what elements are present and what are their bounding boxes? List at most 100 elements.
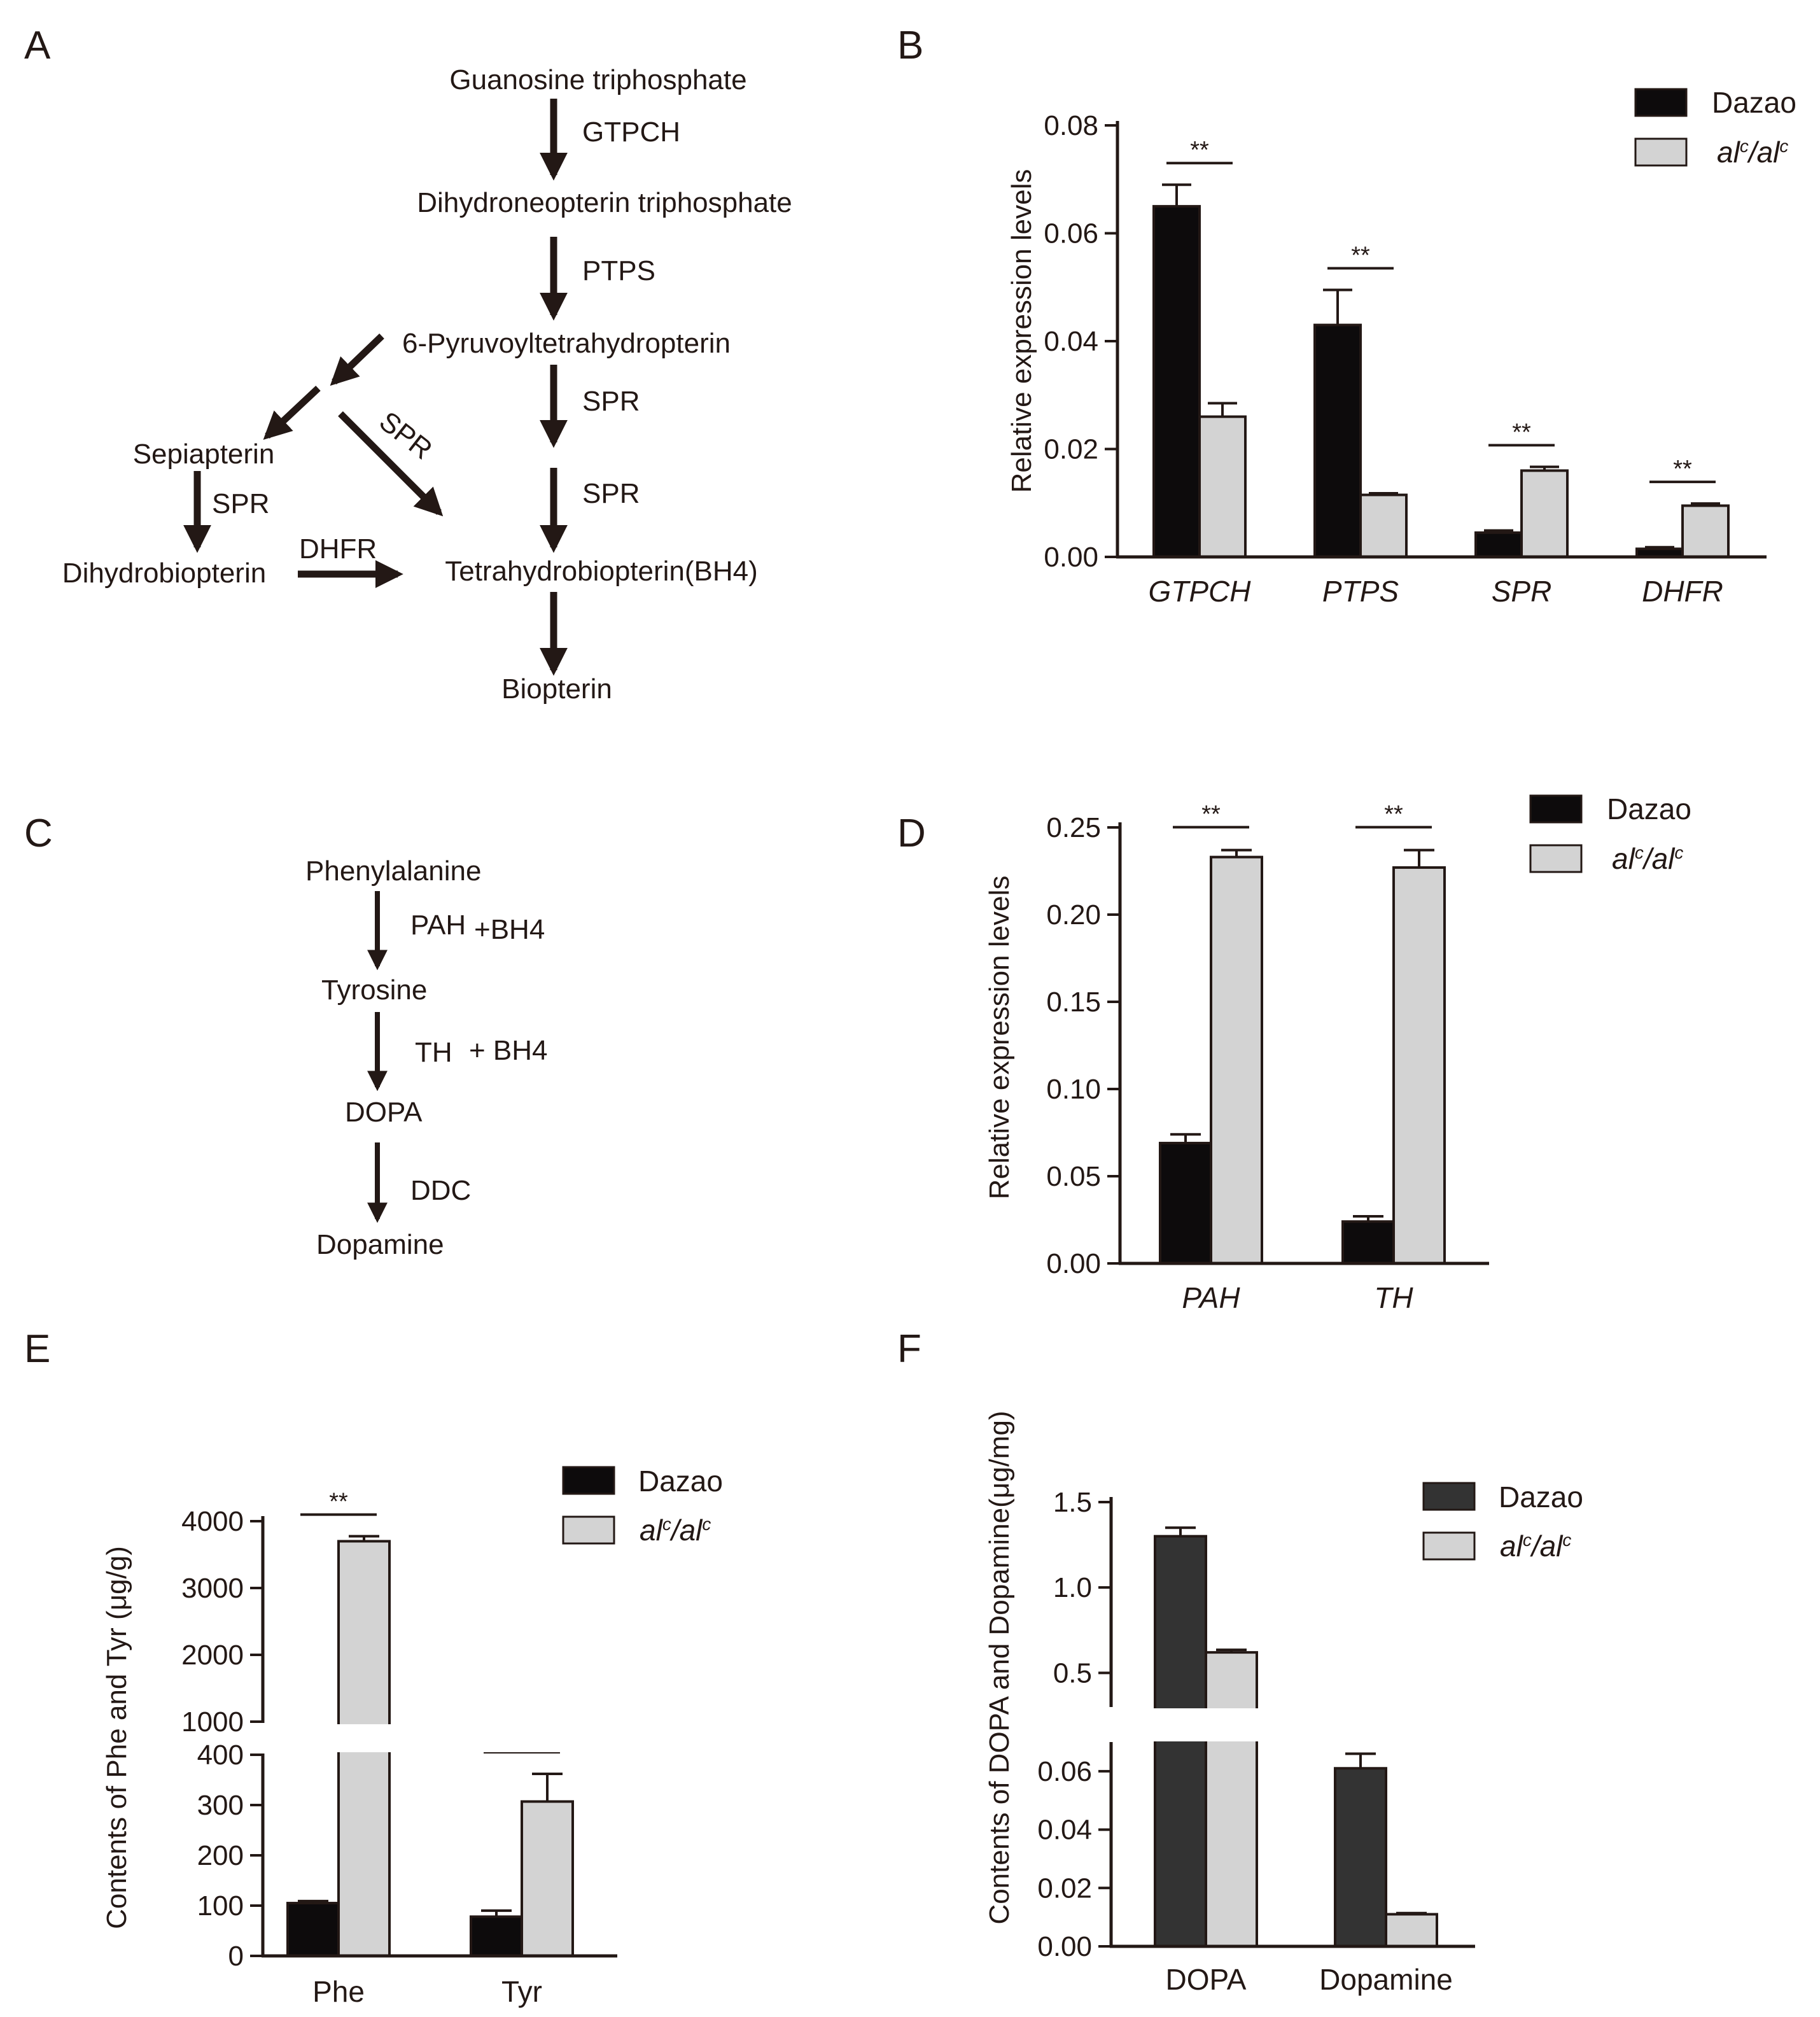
compound-dopa: DOPA bbox=[345, 1097, 423, 1128]
enzyme-spr-1: SPR bbox=[582, 386, 640, 417]
cofactor-bh4-1: +BH4 bbox=[474, 914, 545, 945]
e-bar-phe-dazao bbox=[286, 1902, 340, 1958]
legend-f-mutant-label: alc/alc bbox=[1500, 1529, 1571, 1563]
legend-b-dazao-swatch bbox=[1634, 88, 1688, 117]
b-ytick-label-0: 0.00 bbox=[1044, 542, 1098, 573]
compound-phenylalanine: Phenylalanine bbox=[305, 855, 481, 887]
b-sig-label-dhfr: ** bbox=[1673, 456, 1692, 482]
compound-dihydroneopterin: Dihydroneopterin triphosphate bbox=[417, 187, 792, 218]
e-lower-ytick-label-2: 200 bbox=[197, 1840, 244, 1871]
compound-biopterin: Biopterin bbox=[501, 673, 612, 705]
chart-d: PAH ** TH ** 0.00 0.05 0.10 0.15 0.20 0.25 Relativ… bbox=[984, 801, 1489, 1314]
legend-d-dazao-swatch bbox=[1529, 794, 1583, 824]
e-lower-ytick-label-3: 300 bbox=[197, 1790, 244, 1821]
b-ytick-label-3: 0.06 bbox=[1044, 218, 1098, 249]
panel-a: A Guanosine triphosphate Dihydroneopteri… bbox=[24, 24, 792, 705]
b-y-axis-title: Relative expression levels bbox=[1006, 169, 1037, 493]
enzyme-ddc: DDC bbox=[410, 1175, 471, 1206]
e-upper-ytick-label-1: 2000 bbox=[181, 1640, 244, 1671]
legend-e-mutant-swatch bbox=[562, 1515, 615, 1545]
d-xtick-th: TH bbox=[1374, 1281, 1413, 1314]
b-bar-ptps-dazao bbox=[1313, 323, 1362, 558]
cofactor-bh4-2: + BH4 bbox=[469, 1035, 548, 1066]
e-bar-tyr-mutant bbox=[521, 1800, 574, 1957]
d-xtick-pah: PAH bbox=[1182, 1281, 1240, 1314]
panel-label-e: E bbox=[24, 1327, 50, 1371]
legend-f-dazao-swatch bbox=[1422, 1482, 1476, 1511]
d-bar-th-mutant bbox=[1392, 866, 1446, 1265]
legend-e-mutant-label: alc/alc bbox=[640, 1514, 711, 1547]
e-bar-tyr-dazao bbox=[470, 1915, 523, 1957]
enzyme-spr-2: SPR bbox=[582, 478, 640, 509]
legend-b-mutant-swatch bbox=[1634, 137, 1688, 167]
f-lower-ytick-label-2: 0.04 bbox=[1037, 1815, 1092, 1846]
b-bar-dhfr-mutant bbox=[1681, 504, 1730, 558]
f-bar-dopamine-dazao bbox=[1334, 1767, 1387, 1948]
e-axis-break-gap bbox=[242, 1724, 636, 1752]
d-bar-th-dazao bbox=[1341, 1220, 1395, 1265]
enzyme-pah: PAH bbox=[410, 910, 466, 941]
e-lower-ytick-label-1: 100 bbox=[197, 1890, 244, 1922]
legend-b: Dazao alc/alc bbox=[1634, 86, 1796, 169]
panel-label-d: D bbox=[897, 812, 926, 855]
legend-f: Dazao alc/alc bbox=[1422, 1480, 1583, 1563]
compound-dopamine: Dopamine bbox=[316, 1229, 444, 1260]
d-ytick-label-0: 0.00 bbox=[1046, 1248, 1101, 1279]
compound-sepiapterin: Sepiapterin bbox=[133, 439, 275, 470]
b-bar-gtpch-mutant bbox=[1198, 415, 1247, 559]
f-y-axis-title: Contents of DOPA and Dopamine(μg/mg) bbox=[984, 1410, 1015, 1924]
arrow-a-8 bbox=[338, 411, 444, 517]
compound-dihydrobiopterin: Dihydrobiopterin bbox=[62, 558, 266, 589]
e-lower-ytick-label-4: 400 bbox=[197, 1739, 244, 1771]
b-sig-label-spr: ** bbox=[1512, 419, 1531, 446]
f-lower-ytick-label-1: 0.02 bbox=[1037, 1873, 1092, 1904]
legend-d-dazao-label: Dazao bbox=[1607, 792, 1691, 826]
chart-e: Phe**Tyr**01002003004001000200030004000C… bbox=[101, 1489, 636, 2008]
compound-bh4: Tetrahydrobiopterin(BH4) bbox=[445, 556, 758, 587]
b-ytick-label-4: 0.08 bbox=[1044, 110, 1098, 141]
compound-gtp: Guanosine triphosphate bbox=[449, 64, 746, 95]
enzyme-th: TH bbox=[415, 1037, 452, 1068]
d-ytick-label-1: 0.05 bbox=[1046, 1161, 1101, 1192]
b-bar-spr-dazao bbox=[1474, 531, 1523, 558]
panel-f: F Dazao alc/alc DOPA Dopamine 0.00 0.02 0.04… bbox=[897, 1327, 1583, 1996]
panel-label-c: C bbox=[24, 812, 53, 855]
d-sig-label-pah: ** bbox=[1201, 801, 1221, 828]
b-bar-spr-mutant bbox=[1520, 469, 1569, 559]
enzyme-dhfr: DHFR bbox=[299, 533, 377, 565]
d-ytick-label-4: 0.20 bbox=[1046, 899, 1101, 931]
d-ytick-label-2: 0.10 bbox=[1046, 1074, 1101, 1105]
legend-d-mutant-label: alc/alc bbox=[1612, 842, 1683, 875]
legend-d: Dazao alc/alc bbox=[1529, 792, 1691, 875]
compound-tyrosine: Tyrosine bbox=[321, 974, 427, 1006]
e-sig-label-phe: ** bbox=[329, 1489, 348, 1515]
enzyme-gtpch: GTPCH bbox=[582, 116, 680, 148]
b-ytick-label-2: 0.04 bbox=[1044, 326, 1098, 357]
f-lower-ytick-label-3: 0.06 bbox=[1037, 1756, 1092, 1787]
b-ytick-label-1: 0.02 bbox=[1044, 434, 1098, 465]
b-xtick-dhfr: DHFR bbox=[1642, 575, 1723, 608]
panel-label-b: B bbox=[897, 24, 923, 67]
b-sig-label-gtpch: ** bbox=[1190, 137, 1209, 164]
f-axis-break-gap bbox=[1107, 1708, 1502, 1741]
f-lower-ytick-label-0: 0.00 bbox=[1037, 1931, 1092, 1962]
e-xtick-tyr: Tyr bbox=[501, 1975, 542, 2008]
legend-e-dazao-label: Dazao bbox=[638, 1465, 723, 1498]
panel-label-a: A bbox=[24, 24, 51, 67]
b-sig-label-ptps: ** bbox=[1351, 242, 1370, 269]
b-bar-gtpch-dazao bbox=[1152, 205, 1201, 558]
legend-f-mutant-swatch bbox=[1422, 1531, 1476, 1561]
chart-b: GTPCH ** PTPS ** SPR ** DHFR ** 0.00 0.02 0.04 0.06… bbox=[1006, 110, 1767, 608]
d-bar-pah-dazao bbox=[1159, 1141, 1212, 1265]
panel-b: B Dazao alc/alc GTPCH ** PTPS ** SPR ** DHFR **… bbox=[897, 24, 1796, 608]
e-y-axis-title: Contents of Phe and Tyr (μg/g) bbox=[101, 1546, 132, 1929]
arrow-a-6 bbox=[330, 334, 384, 386]
legend-f-dazao-label: Dazao bbox=[1499, 1480, 1583, 1514]
b-bar-ptps-mutant bbox=[1359, 493, 1408, 558]
d-ytick-label-5: 0.25 bbox=[1046, 812, 1101, 843]
enzyme-ptps: PTPS bbox=[582, 255, 655, 286]
panel-c: C Phenylalanine Tyrosine DOPA Dopamine P… bbox=[24, 812, 548, 1260]
legend-b-dazao-label: Dazao bbox=[1712, 86, 1796, 119]
legend-d-mutant-swatch bbox=[1529, 844, 1583, 873]
d-bar-pah-mutant bbox=[1210, 855, 1263, 1265]
